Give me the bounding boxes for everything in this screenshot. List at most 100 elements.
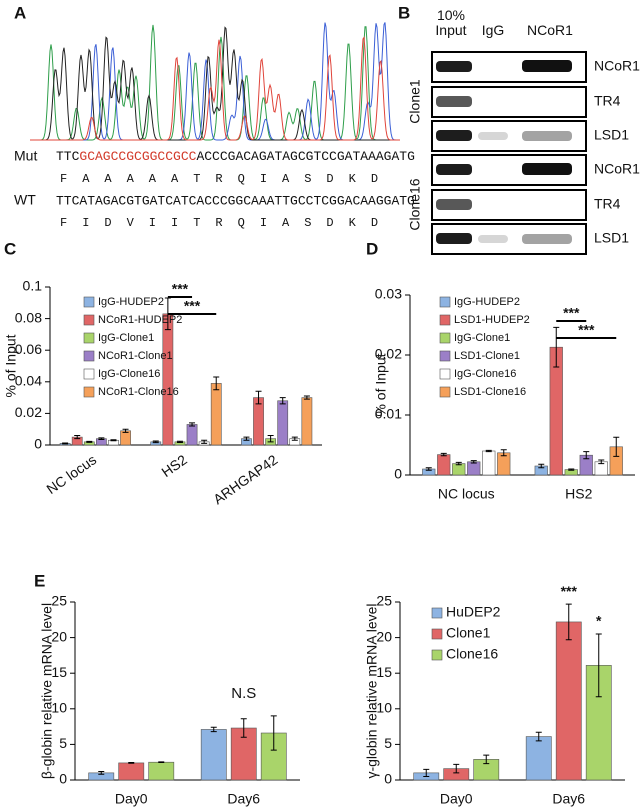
- legend-swatch: [439, 296, 451, 308]
- error-bar: [440, 452, 447, 457]
- y-tick-label: 5: [59, 735, 67, 751]
- seq-part: ACCCGACAGATAGCGTCCGATAAAGATG: [196, 149, 414, 164]
- error-bar: [538, 463, 545, 469]
- legend-label: IgG-Clone1: [98, 332, 154, 344]
- legend-swatch: [439, 350, 451, 362]
- legend-label: LSD1-Clone1: [454, 350, 520, 362]
- y-tick-label: 0: [394, 466, 402, 482]
- band: [478, 235, 508, 243]
- y-tick-label: 15: [51, 664, 67, 680]
- legend-swatch: [439, 314, 451, 326]
- blot-group-label: Clone1: [407, 79, 423, 124]
- panel-label: A: [14, 3, 26, 22]
- error-bar: [553, 326, 560, 368]
- error-bar: [485, 449, 492, 453]
- error-bar: [86, 440, 93, 443]
- legend-swatch: [439, 368, 451, 380]
- bar: [467, 461, 481, 476]
- panel-label: D: [366, 239, 378, 258]
- band: [478, 132, 508, 140]
- blot-column: NCoR1: [527, 22, 573, 38]
- legend-label: NCoR1-Clone1: [98, 350, 173, 362]
- error-bar: [279, 397, 286, 405]
- annotation: ***: [172, 281, 189, 297]
- error-bar: [176, 440, 183, 443]
- legend-swatch: [83, 332, 95, 344]
- error-bar: [255, 390, 262, 405]
- legend-label: HuDEP2: [446, 604, 501, 620]
- blot-band-label: NCoR1: [594, 161, 640, 177]
- bar: [452, 463, 466, 476]
- blot-column: 10% Input: [435, 7, 467, 38]
- error-bar: [483, 754, 490, 765]
- error-bar: [598, 459, 605, 465]
- bar: [525, 736, 552, 781]
- legend-swatch: [439, 386, 451, 398]
- y-tick-label: 10: [51, 700, 67, 716]
- annotation: ***: [578, 322, 595, 338]
- y-tick-label: 0.02: [375, 346, 402, 362]
- x-tick-label: Day0: [115, 791, 148, 807]
- y-axis-label: % of Input: [373, 353, 389, 416]
- error-bar: [568, 468, 575, 471]
- mut-sequence: TTCGCAGCCGCGGCCGCCACCCGACAGATAGCGTCCGATA…: [56, 149, 415, 164]
- error-bar: [613, 436, 620, 457]
- y-tick-label: 5: [384, 735, 392, 751]
- x-tick-label: Day6: [227, 791, 260, 807]
- legend-label: IgG-Clone16: [454, 368, 516, 380]
- blot-band-label: TR4: [594, 93, 621, 109]
- band: [436, 96, 472, 107]
- error-bar: [62, 442, 69, 445]
- wt-sequence: TTCATAGACGTGATCATCACCCGGCAAATTGCCTCGGACA…: [56, 193, 415, 208]
- band: [436, 233, 472, 244]
- error-bar: [158, 761, 165, 764]
- x-tick-label: ARHGAP42: [210, 451, 281, 507]
- error-bar: [201, 439, 208, 444]
- annotation: ***: [563, 305, 580, 321]
- y-tick-label: 10: [376, 700, 392, 716]
- y-axis-label: γ-globin relative mRNA level: [364, 603, 380, 778]
- error-bar: [213, 376, 220, 391]
- y-tick-label: 0.1: [23, 278, 43, 294]
- band: [436, 164, 472, 175]
- blot-band-label: TR4: [594, 196, 621, 212]
- bar: [186, 424, 198, 446]
- band: [522, 131, 572, 141]
- x-tick-label: NC locus: [43, 451, 99, 497]
- chart: β-globin relative mRNA level 0 5 10 15 20 25 Da…: [39, 593, 300, 807]
- legend-swatch: [83, 368, 95, 380]
- y-tick-label: 20: [51, 628, 67, 644]
- legend-label: IgG-HUDEP2: [98, 296, 164, 308]
- error-bar: [128, 762, 135, 764]
- bar: [118, 762, 145, 781]
- y-tick-label: 0: [34, 436, 42, 452]
- y-axis-label: β-globin relative mRNA level: [39, 603, 55, 779]
- mut-label: Mut: [14, 148, 37, 164]
- error-bar: [583, 451, 590, 460]
- error-bar: [98, 770, 105, 775]
- panel-label: E: [34, 571, 45, 590]
- legend-swatch: [83, 296, 95, 308]
- panel-label: C: [4, 239, 16, 258]
- legend-label: IgG-Clone16: [98, 368, 160, 380]
- error-bar: [240, 718, 247, 738]
- error-bar: [423, 768, 430, 777]
- error-bar: [470, 460, 477, 464]
- bar: [277, 400, 289, 446]
- annotation: ***: [184, 298, 201, 314]
- x-tick-label: Day6: [552, 791, 585, 807]
- annotation: ***: [561, 583, 578, 599]
- bar: [253, 397, 264, 446]
- y-tick-label: 0.03: [375, 286, 402, 302]
- trace: [30, 36, 400, 141]
- legend-label: Clone1: [446, 625, 491, 641]
- legend-label: IgG-Clone1: [454, 332, 510, 344]
- error-bar: [243, 436, 250, 441]
- legend-swatch: [439, 332, 451, 344]
- legend-swatch: [83, 386, 95, 398]
- error-bar: [267, 435, 274, 443]
- error-bar: [152, 440, 159, 444]
- bar: [437, 454, 451, 476]
- legend-label: NCoR1-Clone16: [98, 386, 179, 398]
